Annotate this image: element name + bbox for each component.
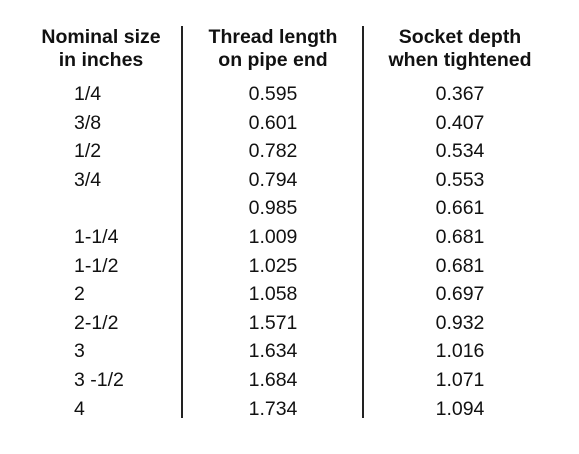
header-line: on pipe end bbox=[218, 49, 328, 71]
cell-nominal-size: 2 bbox=[74, 283, 85, 306]
cell-socket-depth: 0.367 bbox=[435, 83, 485, 105]
cell-nominal-size: 3 bbox=[74, 340, 85, 363]
cell-socket-depth: 0.661 bbox=[435, 197, 485, 220]
column-divider bbox=[362, 26, 364, 418]
cell-thread-length: 1.058 bbox=[248, 283, 298, 306]
cell-socket-depth: 0.697 bbox=[435, 283, 485, 306]
header-line: Nominal size bbox=[41, 26, 161, 48]
cell-socket-depth: 1.094 bbox=[435, 397, 485, 420]
cell-socket-depth: 0.932 bbox=[435, 311, 485, 334]
cell-thread-length: 0.601 bbox=[248, 111, 298, 134]
column-header-socket-depth: Socket depth when tightened bbox=[366, 26, 554, 76]
cell-socket-depth: 1.071 bbox=[435, 368, 485, 391]
cell-thread-length: 1.734 bbox=[248, 397, 298, 420]
column-header-nominal-size: Nominal size in inches bbox=[22, 26, 180, 76]
cell-thread-length: 1.684 bbox=[248, 368, 298, 391]
column-socket-depth: Socket depth when tightened 0.367 0.407 0.… bbox=[366, 26, 554, 423]
cell-thread-length: 0.595 bbox=[248, 83, 298, 105]
cell-nominal-size: 3 -1/2 bbox=[74, 368, 124, 391]
header-line: Thread length bbox=[208, 26, 338, 48]
cell-thread-length: 1.009 bbox=[248, 225, 298, 248]
cell-nominal-size: 2-1/2 bbox=[74, 311, 119, 334]
column-thread-length: Thread length on pipe end 0.595 0.601 0.78… bbox=[185, 26, 361, 423]
cell-thread-length: 0.985 bbox=[248, 197, 298, 220]
cell-nominal-size: 4 bbox=[74, 397, 85, 420]
cell-socket-depth: 0.681 bbox=[435, 254, 485, 277]
header-line: when tightened bbox=[388, 49, 532, 71]
cell-thread-length: 1.634 bbox=[248, 340, 298, 363]
column-divider bbox=[181, 26, 183, 418]
cell-socket-depth: 0.407 bbox=[435, 111, 485, 134]
cell-thread-length: 0.794 bbox=[248, 168, 298, 191]
cell-nominal-size: 1-1/2 bbox=[74, 254, 119, 277]
cell-nominal-size: 1-1/4 bbox=[74, 225, 119, 248]
column-header-thread-length: Thread length on pipe end bbox=[185, 26, 361, 76]
column-nominal-size: Nominal size in inches 1/4 3/8 1/2 3/4 1-1/4… bbox=[22, 26, 180, 423]
cell-nominal-size: 1/2 bbox=[74, 140, 102, 163]
header-line: in inches bbox=[58, 49, 144, 71]
header-line: Socket depth bbox=[398, 26, 522, 48]
cell-nominal-size: 1/4 bbox=[74, 83, 102, 105]
cell-socket-depth: 0.553 bbox=[435, 168, 485, 191]
cell-nominal-size: 3/4 bbox=[74, 168, 102, 191]
cell-nominal-size bbox=[22, 194, 180, 223]
cell-nominal-size: 3/8 bbox=[74, 111, 102, 134]
cell-socket-depth: 0.681 bbox=[435, 225, 485, 248]
cell-thread-length: 0.782 bbox=[248, 140, 298, 163]
cell-thread-length: 1.025 bbox=[248, 254, 298, 277]
cell-thread-length: 1.571 bbox=[248, 311, 298, 334]
cell-socket-depth: 1.016 bbox=[435, 340, 485, 363]
cell-socket-depth: 0.534 bbox=[435, 140, 485, 163]
